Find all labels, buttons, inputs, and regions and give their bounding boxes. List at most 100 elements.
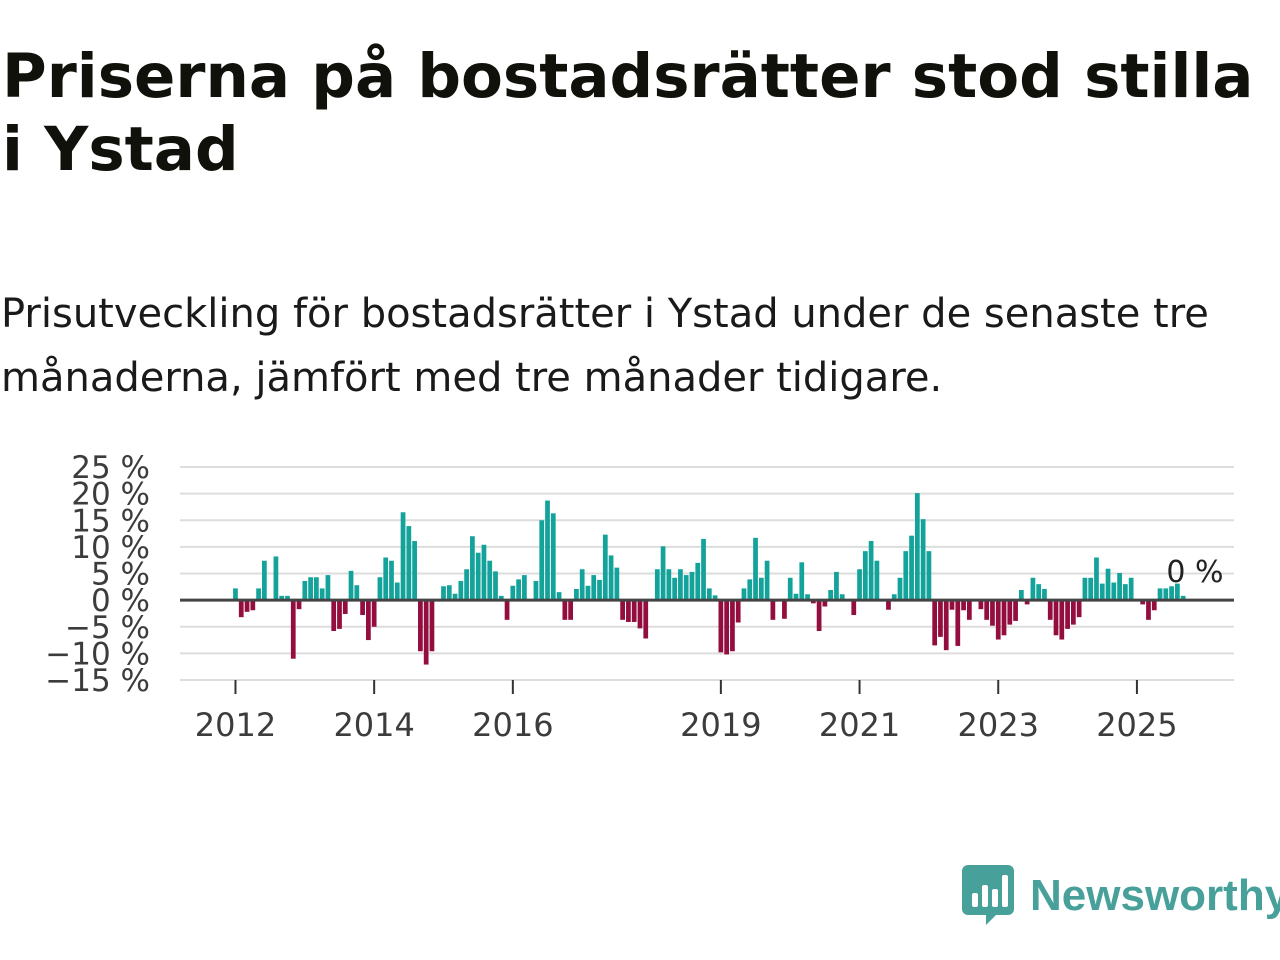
bar [331, 600, 337, 632]
bar [851, 600, 857, 616]
bar [498, 595, 504, 601]
bar [412, 541, 417, 601]
y-tick-label: 5 % [91, 557, 150, 593]
y-tick-label: 25 % [71, 450, 150, 486]
y-tick-label: −15 % [45, 663, 150, 699]
bar [545, 500, 550, 601]
bar [406, 526, 412, 601]
bar [914, 493, 920, 601]
bar [475, 552, 481, 601]
bar [1140, 600, 1146, 605]
bar [319, 588, 325, 601]
bar [862, 551, 868, 601]
x-tick-label: 2012 [195, 706, 276, 744]
bar [758, 577, 764, 601]
bar [753, 537, 758, 601]
bar [262, 560, 267, 601]
bar [926, 551, 932, 601]
y-tick-label: 20 % [71, 477, 150, 513]
grid-layer [180, 466, 1234, 681]
bar [874, 560, 880, 601]
bar [366, 600, 371, 641]
bar [943, 600, 949, 651]
bar [273, 556, 279, 601]
bar [1157, 588, 1163, 601]
bar [510, 585, 516, 601]
newsworthy-brand: Newsworthy [962, 864, 1280, 928]
bar [660, 546, 666, 601]
bar [701, 538, 706, 601]
bar [678, 569, 683, 601]
bar [620, 600, 625, 620]
bar [516, 579, 521, 601]
bar [868, 541, 874, 601]
y-tick-label: −5 % [65, 610, 150, 646]
bar [984, 600, 990, 620]
bar [1105, 568, 1111, 601]
bar [949, 600, 955, 610]
bar [1117, 572, 1122, 601]
bar [429, 600, 435, 652]
bar [822, 600, 828, 607]
bar [631, 600, 637, 622]
bar [764, 560, 770, 601]
bar [423, 600, 429, 665]
bar [579, 569, 585, 601]
bar [244, 600, 250, 612]
bar [1065, 600, 1070, 629]
bar [285, 595, 290, 601]
bar [550, 513, 556, 601]
brand-name: Newsworthy [1030, 871, 1280, 920]
bar [730, 600, 735, 652]
bar [903, 551, 909, 601]
x-tick-label: 2025 [1096, 706, 1177, 744]
bar [932, 600, 938, 646]
bar [290, 600, 296, 659]
y-axis-ticks: 25 %20 %15 %10 %5 %0 %−5 %−10 %−15 % [45, 450, 150, 699]
bar [539, 520, 545, 601]
bar [637, 600, 643, 629]
chart-title: Priserna på bostadsrätter stod stilla i … [2, 41, 1254, 185]
bar [1053, 600, 1059, 636]
bar [654, 569, 660, 601]
bar [1175, 583, 1180, 601]
bar [961, 600, 966, 611]
bar [1013, 600, 1018, 621]
bar [793, 593, 799, 601]
y-tick-label: 0 % [91, 583, 150, 619]
bar [250, 600, 256, 611]
bar [308, 577, 313, 601]
bar [810, 600, 816, 604]
bar [296, 600, 302, 610]
bar [724, 600, 730, 655]
bar [446, 585, 452, 601]
bar [1128, 577, 1134, 601]
bar [966, 600, 972, 620]
bar [897, 577, 903, 601]
bar [643, 600, 649, 639]
bar [342, 600, 348, 614]
bar [279, 595, 285, 601]
bar [337, 600, 342, 629]
bar [562, 600, 568, 620]
bar [394, 582, 400, 601]
x-tick-label: 2021 [819, 706, 900, 744]
bar [238, 600, 244, 618]
bar [1163, 588, 1169, 601]
bar [666, 569, 672, 601]
bar [1146, 600, 1151, 620]
bar [256, 588, 261, 601]
bar [1082, 577, 1088, 601]
bar [735, 600, 741, 623]
bar [1169, 586, 1174, 601]
bar [614, 567, 620, 601]
bar [1001, 600, 1007, 636]
bar [995, 600, 1001, 640]
bar [377, 577, 383, 601]
bar [799, 562, 805, 601]
bar [602, 534, 608, 601]
bar [857, 569, 862, 601]
bar [706, 588, 712, 601]
bar [741, 588, 747, 601]
bar [782, 600, 787, 619]
